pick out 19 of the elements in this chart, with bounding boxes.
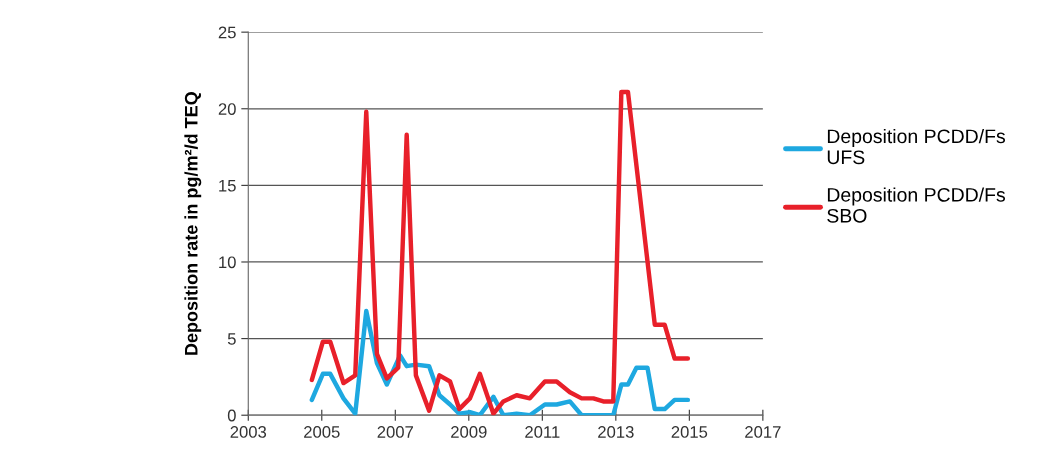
x-tick-label: 2003 xyxy=(230,426,267,438)
y-tick-label: 0 xyxy=(227,409,236,422)
y-tick-label: 20 xyxy=(218,103,236,115)
y-tick-label: 5 xyxy=(227,333,236,345)
x-tick-label: 2011 xyxy=(525,426,560,438)
x-tick-label: 2007 xyxy=(377,426,413,438)
line-series xyxy=(309,308,691,416)
x-tick-label: 2015 xyxy=(671,426,708,438)
y-tick-label: 25 xyxy=(218,26,236,39)
x-tick-label: 2013 xyxy=(598,426,634,438)
legend-label: Deposition PCDD/Fs SBO xyxy=(827,187,1006,223)
legend-label: Deposition PCDD/Fs UFS xyxy=(827,128,1006,165)
line-series xyxy=(309,89,691,416)
y-tick-label: 15 xyxy=(219,179,236,192)
x-tick-label: 2009 xyxy=(451,426,487,438)
y-tick-label: 10 xyxy=(219,256,236,269)
y-axis-title: Deposition rate in pg/m²/d TEQ xyxy=(184,92,202,355)
x-tick-label: 2005 xyxy=(304,426,340,438)
x-tick-label: 2017 xyxy=(745,426,781,438)
